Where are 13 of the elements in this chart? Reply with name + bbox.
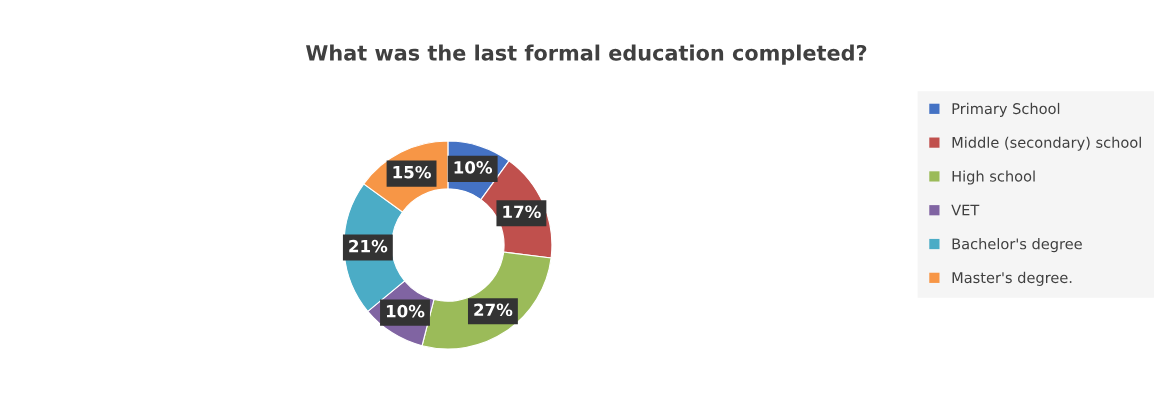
data-label: 10% bbox=[454, 161, 493, 174]
data-label: 27% bbox=[474, 303, 513, 317]
data-label: 17% bbox=[503, 205, 541, 219]
data-label: 15% bbox=[393, 165, 431, 179]
legend-label: Master's degree. bbox=[952, 271, 1072, 286]
data-label: 10% bbox=[386, 304, 425, 318]
legend-label: VET bbox=[951, 204, 980, 216]
legend-label: Middle (secondary) school bbox=[952, 136, 1141, 151]
data-label: 21% bbox=[349, 239, 388, 253]
legend-label: Primary School bbox=[952, 102, 1060, 117]
legend-label: Bachelor's degree bbox=[952, 238, 1082, 253]
chart-title: What was the last formal education completed? bbox=[305, 44, 867, 65]
legend-label: High school bbox=[952, 170, 1035, 185]
